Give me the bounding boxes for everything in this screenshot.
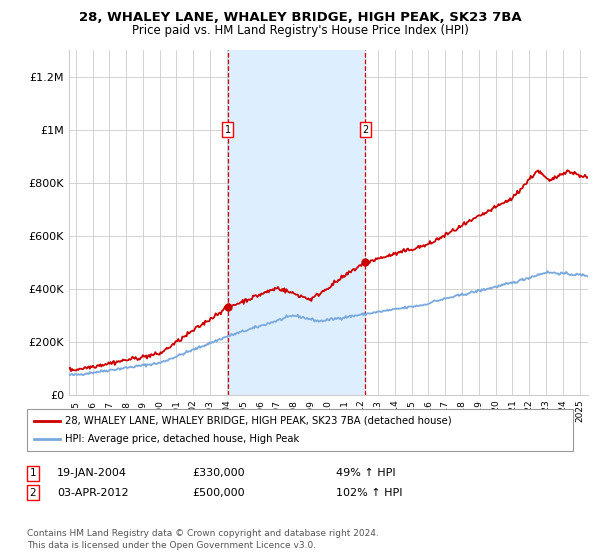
- Text: HPI: Average price, detached house, High Peak: HPI: Average price, detached house, High…: [65, 434, 299, 444]
- Text: Price paid vs. HM Land Registry's House Price Index (HPI): Price paid vs. HM Land Registry's House …: [131, 24, 469, 36]
- Text: 102% ↑ HPI: 102% ↑ HPI: [336, 488, 403, 498]
- Text: £330,000: £330,000: [192, 468, 245, 478]
- Text: 19-JAN-2004: 19-JAN-2004: [57, 468, 127, 478]
- Text: 49% ↑ HPI: 49% ↑ HPI: [336, 468, 395, 478]
- Text: 28, WHALEY LANE, WHALEY BRIDGE, HIGH PEAK, SK23 7BA (detached house): 28, WHALEY LANE, WHALEY BRIDGE, HIGH PEA…: [65, 416, 451, 426]
- Text: 1: 1: [29, 468, 37, 478]
- Text: 2: 2: [362, 125, 368, 135]
- Bar: [228, 50, 365, 395]
- Text: 1: 1: [224, 125, 231, 135]
- Text: £500,000: £500,000: [192, 488, 245, 498]
- Text: 2: 2: [29, 488, 37, 498]
- Text: Contains HM Land Registry data © Crown copyright and database right 2024.: Contains HM Land Registry data © Crown c…: [27, 529, 379, 538]
- Text: 28, WHALEY LANE, WHALEY BRIDGE, HIGH PEAK, SK23 7BA: 28, WHALEY LANE, WHALEY BRIDGE, HIGH PEA…: [79, 11, 521, 24]
- Text: 03-APR-2012: 03-APR-2012: [57, 488, 128, 498]
- Text: This data is licensed under the Open Government Licence v3.0.: This data is licensed under the Open Gov…: [27, 541, 316, 550]
